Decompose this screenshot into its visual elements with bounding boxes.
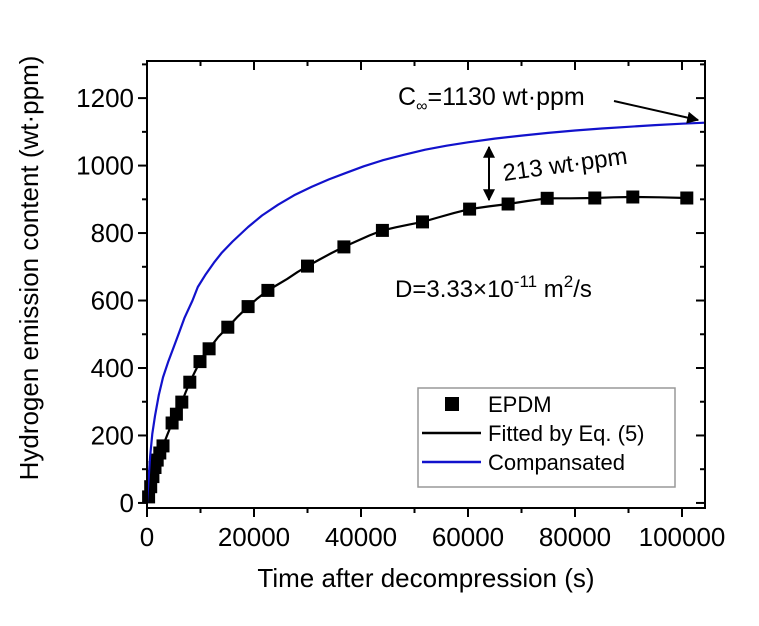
legend-fitted-label: Fitted by Eq. (5) [488, 421, 645, 446]
legend: EPDM Fitted by Eq. (5) Compansated [417, 387, 676, 488]
c-infinity-annotation: C∞=1130 wt·ppm [398, 83, 585, 115]
x-tick-label: 100000 [639, 522, 726, 552]
data-series [142, 121, 706, 504]
y-tick-label: 400 [91, 353, 134, 383]
fitted-curve [145, 195, 687, 504]
c-infinity-arrow [613, 100, 700, 124]
diffusion-annotation: D=3.33×10-11 m2/s [395, 272, 592, 303]
legend-box [417, 387, 676, 488]
y-tick-label: 0 [120, 488, 134, 518]
legend-epdm-marker [445, 397, 459, 411]
legend-compensated-label: Compansated [488, 450, 625, 475]
gap-annotation: 213 wt·ppm [501, 143, 629, 187]
y-tick-label: 1200 [76, 83, 134, 113]
plot-frame [146, 60, 706, 509]
compensated-curve [145, 121, 706, 503]
axis-tick-labels: 0 20000 40000 60000 80000 100000 0 200 400 600 800… [76, 83, 725, 552]
legend-epdm-label: EPDM [488, 392, 552, 417]
x-tick-label: 0 [140, 522, 154, 552]
x-tick-label: 60000 [432, 522, 504, 552]
x-tick-label: 20000 [218, 522, 290, 552]
y-tick-label: 1000 [76, 151, 134, 181]
x-tick-label: 40000 [325, 522, 397, 552]
x-tick-label: 80000 [539, 522, 611, 552]
y-axis-title: Hydrogen emission content (wt·ppm) [14, 56, 44, 481]
y-tick-label: 800 [91, 218, 134, 248]
y-tick-label: 200 [91, 420, 134, 450]
x-axis-title: Time after decompression (s) [257, 563, 594, 593]
y-tick-label: 600 [91, 286, 134, 316]
